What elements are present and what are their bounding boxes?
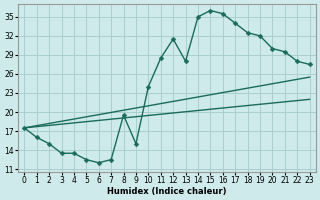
X-axis label: Humidex (Indice chaleur): Humidex (Indice chaleur) bbox=[107, 187, 227, 196]
